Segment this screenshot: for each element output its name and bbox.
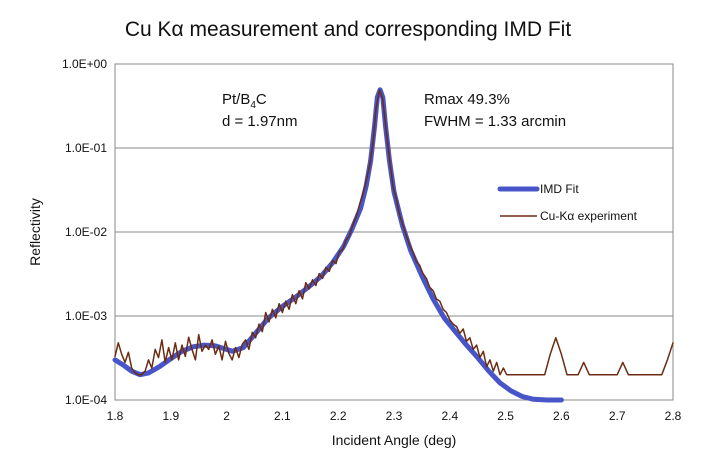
material-suffix: C [256, 91, 267, 108]
grid-lines [115, 147, 673, 317]
y-tick-label: 1.0E+00 [62, 57, 107, 71]
material-label: Pt/B4C [222, 91, 267, 111]
x-tick-label: 2.8 [665, 409, 682, 423]
x-tick-label: 2.3 [386, 409, 403, 423]
x-tick-label: 2.4 [441, 409, 458, 423]
rmax-label: Rmax 49.3% [424, 91, 510, 108]
legend-label-imd-fit: IMD Fit [540, 182, 579, 196]
series-layer [112, 87, 674, 403]
x-tick-label: 2 [223, 409, 230, 423]
y-tick-label: 1.0E-02 [65, 225, 107, 239]
x-tick-label: 2.5 [497, 409, 514, 423]
x-tick-label: 1.9 [162, 409, 179, 423]
legend-label-experiment: Cu-Kα experiment [540, 209, 638, 223]
x-tick-label: 2.2 [330, 409, 347, 423]
series-experiment-line [114, 89, 674, 376]
chart-title: Cu Kα measurement and corresponding IMD … [125, 18, 571, 41]
x-tick-label: 1.8 [107, 409, 124, 423]
material-subscript: 4 [250, 100, 256, 111]
y-axis-ticks: 1.0E-04 1.0E-03 1.0E-02 1.0E-01 1.0E+00 [62, 57, 107, 407]
fwhm-label: FWHM = 1.33 arcmin [424, 113, 566, 130]
plot-area [114, 63, 674, 401]
x-axis-ticks: 1.8 1.9 2 2.1 2.2 2.3 2.4 2.5 2.6 2.7 2.8 [107, 409, 682, 423]
y-axis-title: Reflectivity [27, 198, 43, 266]
y-tick-label: 1.0E-01 [65, 141, 107, 155]
material-prefix: Pt/B [222, 91, 250, 108]
series-imd-fit-line [112, 87, 564, 403]
y-tick-label: 1.0E-04 [65, 393, 107, 407]
x-tick-label: 2.1 [274, 409, 291, 423]
y-tick-label: 1.0E-03 [65, 309, 107, 323]
period-label: d = 1.97nm [222, 113, 297, 130]
x-tick-label: 2.7 [609, 409, 626, 423]
legend: IMD Fit Cu-Kα experiment [497, 182, 638, 223]
x-axis-title: Incident Angle (deg) [332, 432, 457, 448]
x-tick-label: 2.6 [553, 409, 570, 423]
